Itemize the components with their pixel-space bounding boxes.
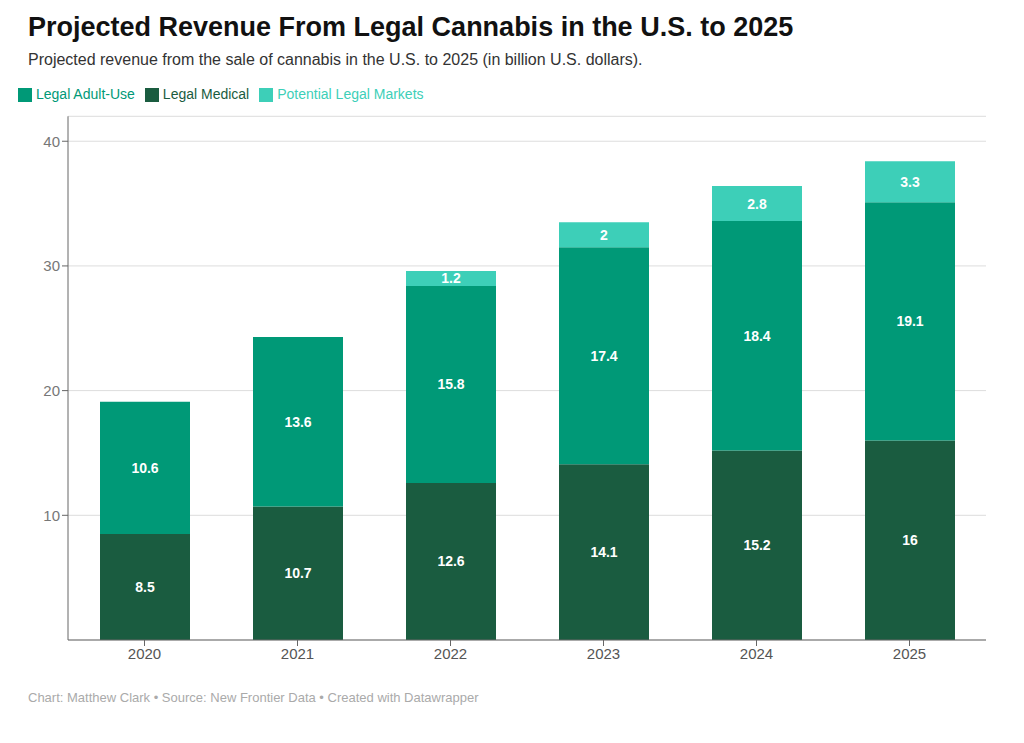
svg-text:2023: 2023 — [587, 645, 620, 662]
svg-text:2025: 2025 — [893, 645, 926, 662]
svg-text:2020: 2020 — [128, 645, 161, 662]
svg-text:8.5: 8.5 — [135, 579, 155, 595]
svg-text:2.8: 2.8 — [747, 196, 767, 212]
html-text:Potential Legal Markets: Potential Legal Markets — [277, 86, 424, 102]
svg-text:1.2: 1.2 — [441, 270, 461, 286]
html-text:Chart: Matthew Clark • Source:: Chart: Matthew Clark • Source: New Front… — [28, 690, 479, 705]
svg-text:10.6: 10.6 — [131, 460, 158, 476]
svg-text:2024: 2024 — [740, 645, 773, 662]
svg-text:15.8: 15.8 — [437, 376, 464, 392]
svg-text:2022: 2022 — [434, 645, 467, 662]
svg-text:40: 40 — [43, 133, 60, 150]
svg-text:10: 10 — [43, 507, 60, 524]
svg-text:2021: 2021 — [281, 645, 314, 662]
svg-text:17.4: 17.4 — [590, 348, 617, 364]
svg-text:2: 2 — [600, 227, 608, 243]
html-text:Legal Adult-Use: Legal Adult-Use — [36, 86, 135, 102]
svg-text:10.7: 10.7 — [284, 565, 311, 581]
svg-text:12.6: 12.6 — [437, 553, 464, 569]
svg-text:3.3: 3.3 — [900, 174, 920, 190]
svg-text:13.6: 13.6 — [284, 414, 311, 430]
svg-text:19.1: 19.1 — [896, 313, 923, 329]
html-text:Projected revenue from the sal: Projected revenue from the sale of canna… — [28, 51, 643, 68]
html-text:Legal Medical: Legal Medical — [162, 86, 250, 102]
html-text:Projected Revenue From Legal C: Projected Revenue From Legal Cannabis in… — [28, 12, 794, 42]
svg-text:16: 16 — [902, 532, 918, 548]
svg-text:30: 30 — [43, 257, 60, 274]
svg-text:18.4: 18.4 — [743, 328, 770, 344]
svg-text:20: 20 — [43, 382, 60, 399]
svg-text:15.2: 15.2 — [743, 537, 770, 553]
svg-text:14.1: 14.1 — [590, 544, 617, 560]
